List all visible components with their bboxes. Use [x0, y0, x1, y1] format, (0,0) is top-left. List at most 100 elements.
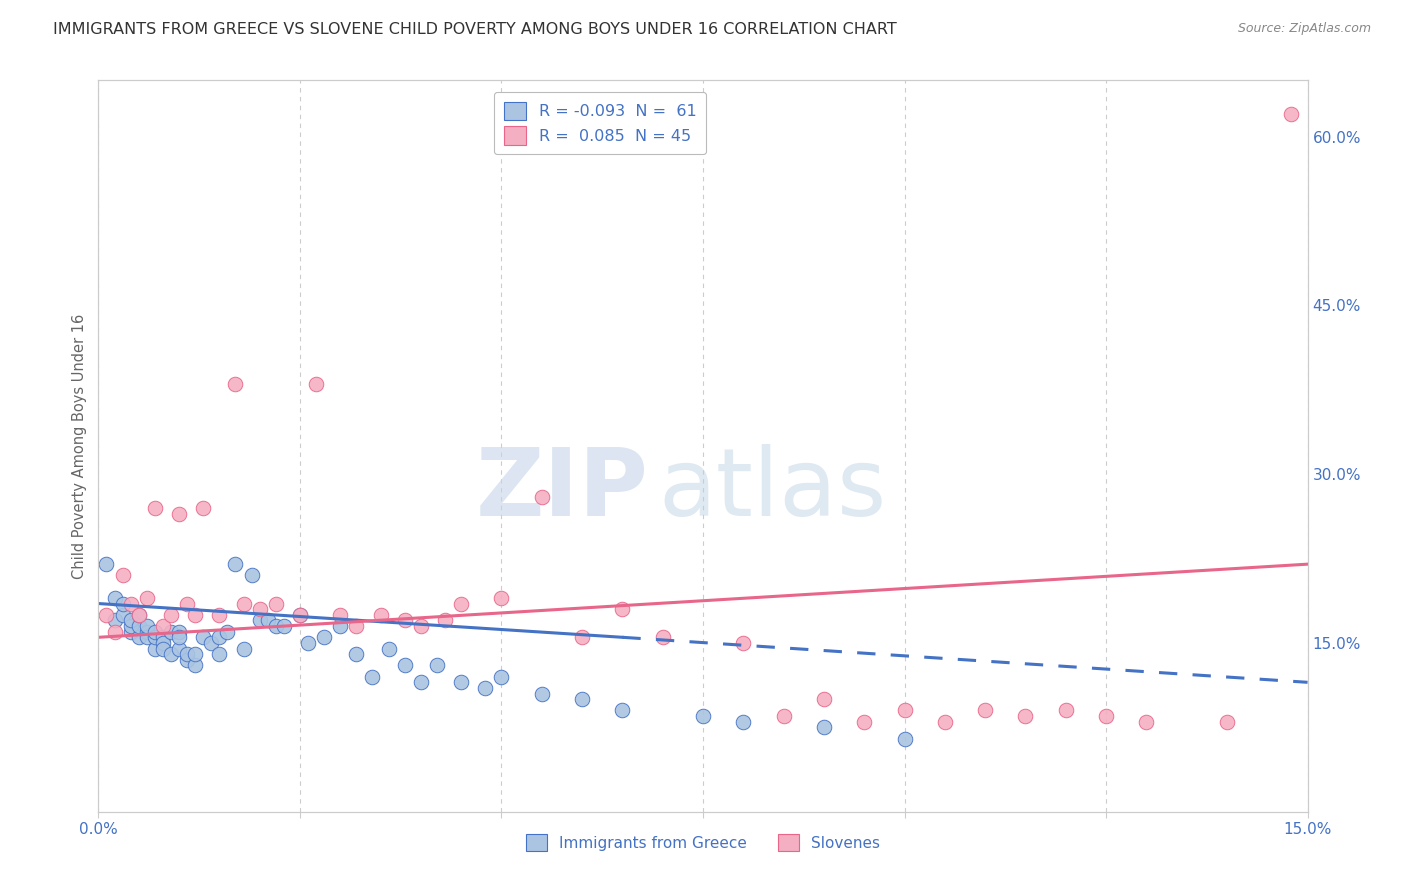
- Text: ZIP: ZIP: [475, 444, 648, 536]
- Point: [120, 624, 142, 639]
- Point: [813, 720, 835, 734]
- Point: [329, 607, 352, 622]
- Point: [224, 557, 246, 571]
- Point: [232, 597, 254, 611]
- Point: [651, 630, 673, 644]
- Point: [128, 619, 150, 633]
- Point: [176, 653, 198, 667]
- Text: Source: ZipAtlas.com: Source: ZipAtlas.com: [1237, 22, 1371, 36]
- Point: [167, 624, 190, 639]
- Point: [450, 597, 472, 611]
- Point: [377, 641, 399, 656]
- Point: [128, 607, 150, 622]
- Point: [120, 619, 142, 633]
- Point: [344, 647, 367, 661]
- Text: IMMIGRANTS FROM GREECE VS SLOVENE CHILD POVERTY AMONG BOYS UNDER 16 CORRELATION : IMMIGRANTS FROM GREECE VS SLOVENE CHILD …: [53, 22, 897, 37]
- Point: [135, 619, 157, 633]
- Point: [394, 614, 416, 628]
- Point: [135, 630, 157, 644]
- Text: atlas: atlas: [658, 444, 887, 536]
- Point: [733, 714, 755, 729]
- Point: [103, 614, 125, 628]
- Point: [288, 607, 311, 622]
- Point: [184, 658, 207, 673]
- Point: [152, 619, 174, 633]
- Point: [1135, 714, 1157, 729]
- Point: [450, 675, 472, 690]
- Point: [273, 619, 295, 633]
- Point: [1095, 709, 1118, 723]
- Point: [176, 647, 198, 661]
- Point: [143, 500, 166, 515]
- Point: [103, 591, 125, 605]
- Point: [240, 568, 263, 582]
- Point: [426, 658, 449, 673]
- Point: [143, 641, 166, 656]
- Point: [530, 687, 553, 701]
- Point: [200, 636, 222, 650]
- Point: [152, 636, 174, 650]
- Point: [120, 597, 142, 611]
- Point: [160, 607, 183, 622]
- Point: [1054, 703, 1077, 717]
- Point: [160, 647, 183, 661]
- Point: [692, 709, 714, 723]
- Point: [208, 647, 231, 661]
- Point: [128, 607, 150, 622]
- Point: [612, 602, 634, 616]
- Point: [249, 614, 271, 628]
- Point: [208, 607, 231, 622]
- Point: [1281, 107, 1303, 121]
- Point: [111, 568, 134, 582]
- Point: [184, 607, 207, 622]
- Point: [96, 557, 118, 571]
- Point: [184, 647, 207, 661]
- Point: [434, 614, 457, 628]
- Point: [224, 377, 246, 392]
- Point: [264, 619, 287, 633]
- Point: [329, 619, 352, 633]
- Point: [571, 630, 593, 644]
- Point: [111, 607, 134, 622]
- Point: [1014, 709, 1036, 723]
- Point: [135, 591, 157, 605]
- Point: [934, 714, 956, 729]
- Point: [474, 681, 496, 695]
- Point: [143, 630, 166, 644]
- Point: [612, 703, 634, 717]
- Point: [152, 630, 174, 644]
- Point: [314, 630, 336, 644]
- Point: [297, 636, 319, 650]
- Point: [96, 607, 118, 622]
- Point: [103, 624, 125, 639]
- Point: [135, 624, 157, 639]
- Point: [193, 630, 215, 644]
- Point: [288, 607, 311, 622]
- Point: [853, 714, 876, 729]
- Point: [361, 670, 384, 684]
- Point: [813, 692, 835, 706]
- Point: [249, 602, 271, 616]
- Point: [409, 675, 432, 690]
- Point: [167, 507, 190, 521]
- Point: [344, 619, 367, 633]
- Point: [208, 630, 231, 644]
- Point: [491, 591, 513, 605]
- Point: [370, 607, 392, 622]
- Point: [772, 709, 794, 723]
- Point: [120, 614, 142, 628]
- Point: [232, 641, 254, 656]
- Point: [143, 624, 166, 639]
- Point: [128, 630, 150, 644]
- Point: [217, 624, 239, 639]
- Point: [256, 614, 278, 628]
- Point: [152, 641, 174, 656]
- Point: [530, 490, 553, 504]
- Point: [167, 641, 190, 656]
- Point: [193, 500, 215, 515]
- Point: [733, 636, 755, 650]
- Point: [571, 692, 593, 706]
- Point: [1216, 714, 1239, 729]
- Point: [264, 597, 287, 611]
- Point: [305, 377, 328, 392]
